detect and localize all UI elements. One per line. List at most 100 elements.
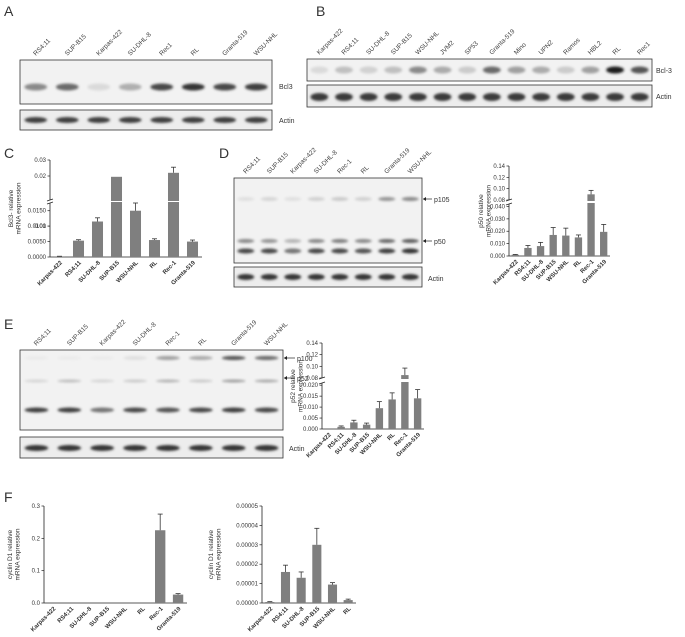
y-tick-label: 0.0050 bbox=[28, 240, 47, 246]
lane-label-karpas-422: Karpas-422 bbox=[99, 318, 128, 347]
band bbox=[458, 66, 477, 74]
y-tick-label: 0.010 bbox=[490, 242, 506, 248]
blot-e-membrane bbox=[19, 349, 284, 431]
band bbox=[237, 274, 255, 280]
band bbox=[378, 197, 396, 201]
band bbox=[237, 248, 255, 254]
bar-break-gap bbox=[109, 201, 124, 202]
band bbox=[307, 274, 325, 280]
lane-label-rl: RL bbox=[190, 46, 201, 57]
lane-label-rec-1: Rec-1 bbox=[336, 158, 353, 175]
band bbox=[260, 197, 278, 201]
band bbox=[90, 407, 115, 413]
band bbox=[181, 117, 205, 123]
blot-e-actin-membrane bbox=[19, 436, 284, 459]
y-tick-label: 0.00002 bbox=[236, 562, 258, 568]
y-tick-label: 0.10 bbox=[306, 364, 318, 370]
band bbox=[156, 356, 180, 360]
bar-su-dhl-8 bbox=[296, 577, 306, 603]
x-tick-label-rec-1: Rec-1 bbox=[162, 260, 178, 276]
bar-rec-1 bbox=[587, 194, 595, 256]
y-tick-label: 0.010 bbox=[303, 405, 319, 411]
lane-label-jvm2: JVM2 bbox=[439, 39, 456, 56]
blot-d-actin-membrane bbox=[233, 266, 423, 288]
y-tick-label: 0.000 bbox=[303, 427, 319, 433]
bar-rl bbox=[388, 399, 396, 429]
band bbox=[221, 379, 246, 383]
blot-a-actin-bands bbox=[24, 117, 268, 123]
blot-b-actin-membrane bbox=[306, 84, 653, 108]
band bbox=[556, 93, 575, 101]
band bbox=[90, 445, 115, 451]
band bbox=[307, 239, 325, 243]
lane-label-su-dhl-8: SU-DHL-8 bbox=[127, 31, 153, 57]
bar-break-gap bbox=[400, 379, 410, 382]
band bbox=[221, 407, 246, 413]
y-tick-label: 0.000 bbox=[490, 254, 506, 260]
x-tick-label-rs4-11: RS4;11 bbox=[65, 260, 84, 279]
bar-karpas-422 bbox=[511, 254, 519, 256]
bar-rec-1 bbox=[401, 375, 409, 429]
band bbox=[401, 197, 419, 201]
band bbox=[384, 93, 403, 101]
band bbox=[156, 445, 180, 451]
band bbox=[24, 379, 49, 383]
band bbox=[359, 93, 378, 101]
band bbox=[307, 197, 325, 201]
lane-label-sup-b15: SUP-B15 bbox=[266, 151, 290, 175]
band bbox=[244, 117, 268, 123]
band bbox=[87, 83, 111, 91]
x-tick-label-rl: RL bbox=[149, 260, 159, 270]
band bbox=[507, 66, 526, 74]
band bbox=[254, 407, 279, 413]
bar-sup-b15 bbox=[312, 544, 322, 603]
band bbox=[57, 445, 82, 451]
blot-a-lane-labels: RS4;11 SUP-B15 Karpas-422 SU-DHL-8 Rec1 RL Gra… bbox=[32, 28, 279, 57]
lane-label-upn2: UPN2 bbox=[538, 39, 555, 56]
lane-label-sp53: SP53 bbox=[464, 40, 480, 56]
lane-label-ramos: Ramos bbox=[562, 36, 582, 56]
lane-label-sup-b15: SUP-B15 bbox=[64, 33, 88, 57]
y-tick-label: 0.020 bbox=[303, 383, 319, 389]
band bbox=[150, 117, 174, 123]
lane-label-rs4-11: RS4;11 bbox=[242, 155, 262, 175]
band bbox=[331, 274, 349, 280]
band bbox=[57, 356, 82, 360]
x-tick-label-rl: RL bbox=[137, 606, 147, 616]
lane-label-rl: RL bbox=[612, 45, 623, 56]
blot-b-actin-label: Actin bbox=[656, 94, 672, 101]
blot-b-actin-bands bbox=[310, 93, 649, 101]
y-axis-label: p50 relative bbox=[478, 194, 485, 228]
band bbox=[188, 407, 213, 413]
blot-a-actin-membrane bbox=[19, 109, 273, 131]
lane-label-sup-b15: SUP-B15 bbox=[390, 32, 414, 56]
y-axis-label: mRNA expression bbox=[15, 528, 22, 580]
bar-rs4-11 bbox=[280, 571, 291, 603]
band bbox=[118, 83, 142, 91]
band bbox=[24, 83, 48, 91]
band bbox=[581, 93, 600, 101]
lane-label-su-dhl-8: SU-DHL-8 bbox=[132, 321, 158, 347]
y-axis-label: Bcl3- relative bbox=[8, 189, 15, 227]
band bbox=[123, 407, 147, 413]
lane-label-mino: Mino bbox=[513, 41, 528, 56]
bar-rl bbox=[148, 240, 161, 257]
band bbox=[378, 248, 396, 254]
panel-label-f: F bbox=[4, 489, 13, 505]
y-tick-label: 0.00005 bbox=[236, 504, 258, 510]
band bbox=[213, 83, 237, 91]
y-tick-label: 0.00000 bbox=[236, 601, 258, 607]
blot-b-bcl3-membrane bbox=[306, 58, 653, 82]
band bbox=[156, 407, 180, 413]
band bbox=[378, 274, 396, 280]
bar-rl bbox=[343, 600, 353, 603]
lane-label-wsu-nhl: WSU-NHL bbox=[414, 30, 441, 57]
band bbox=[284, 197, 302, 201]
bar-karpas-422 bbox=[53, 256, 66, 257]
blot-a-bcl3-bands bbox=[24, 83, 268, 91]
band bbox=[606, 66, 624, 74]
y-tick-label: 0.005 bbox=[303, 416, 319, 422]
blot-e-bands bbox=[24, 356, 279, 413]
bar-break-gap bbox=[166, 201, 181, 202]
